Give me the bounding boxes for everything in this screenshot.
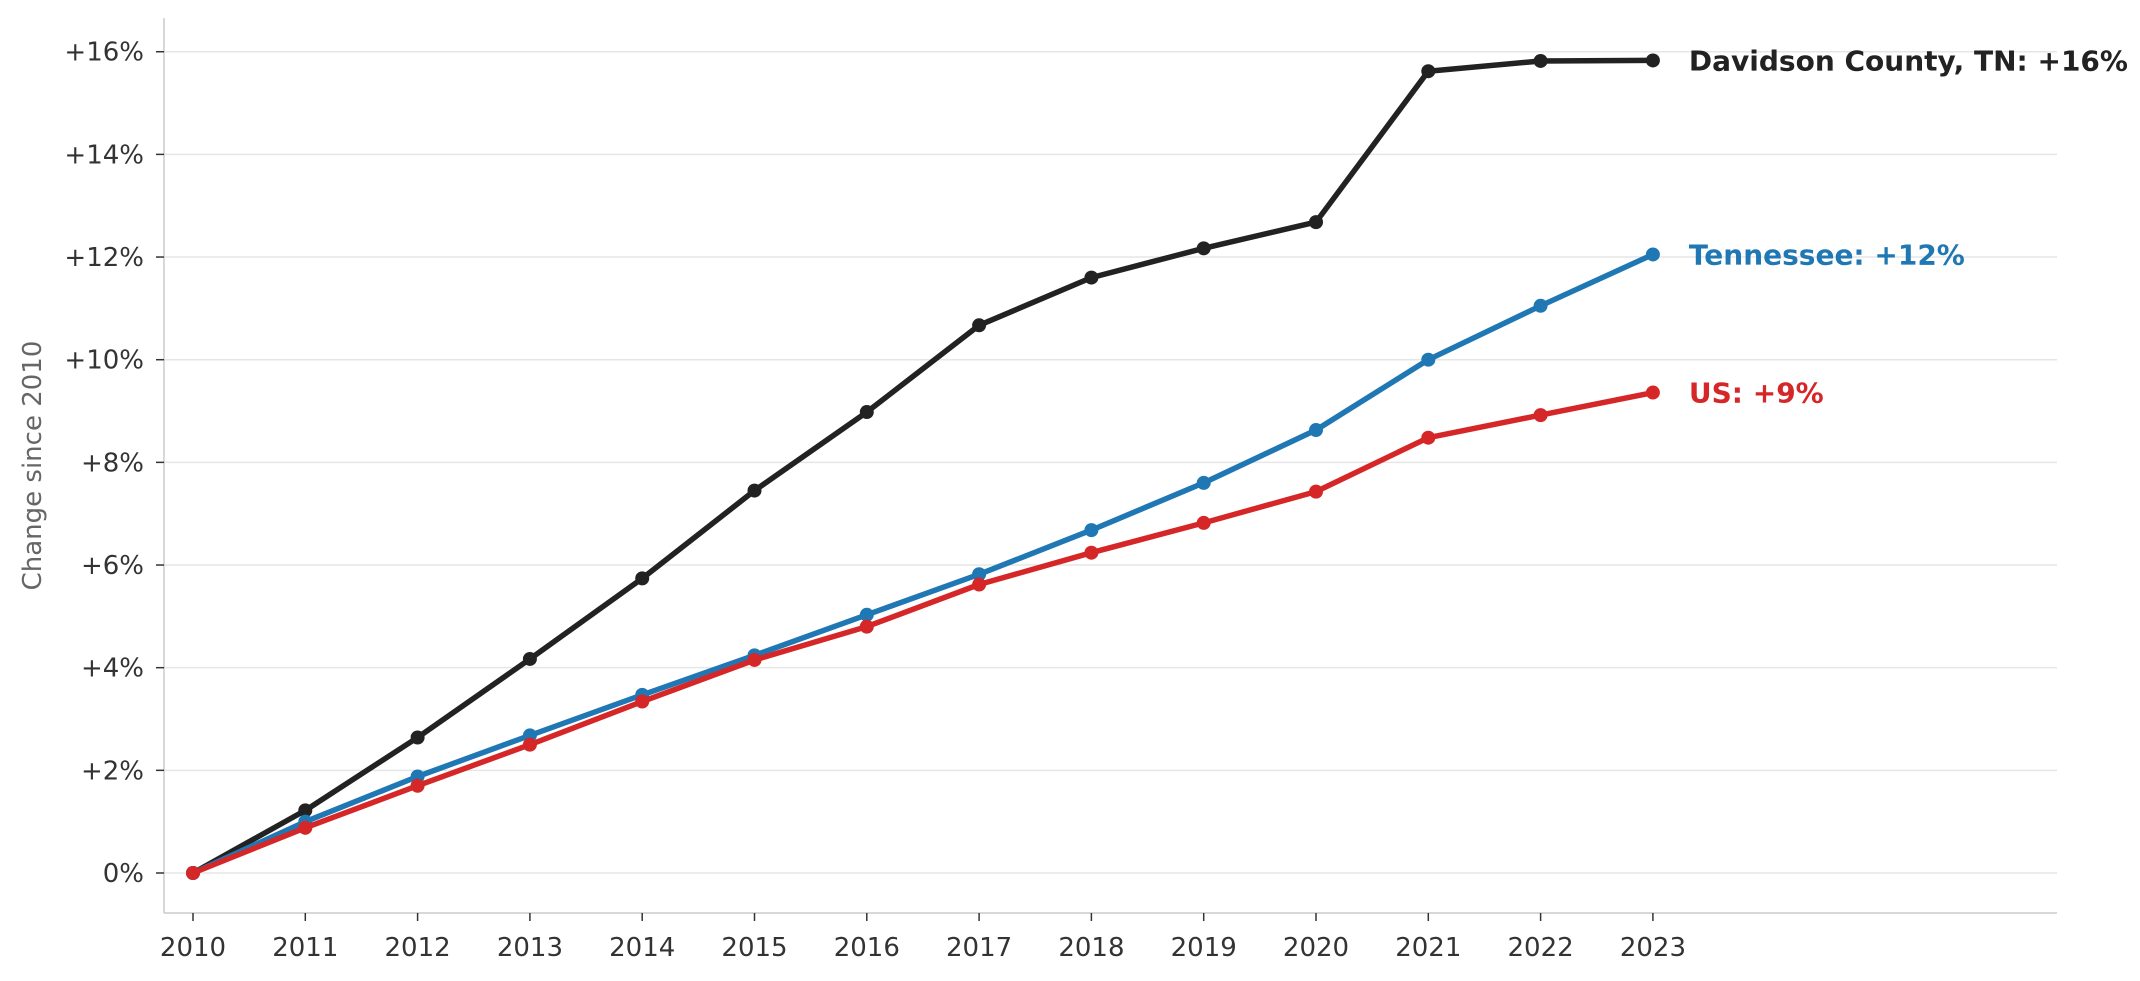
data-point: [972, 318, 987, 333]
data-point: [859, 405, 874, 420]
y-tick-label: +2%: [81, 756, 144, 786]
x-tick-label: 2017: [946, 933, 1012, 963]
data-point: [747, 652, 762, 667]
data-point: [1196, 515, 1211, 530]
data-point: [1196, 475, 1211, 490]
series-line: [190, 251, 1656, 876]
data-point: [410, 730, 425, 745]
y-tick-label: +10%: [64, 346, 144, 376]
data-point: [1421, 352, 1436, 367]
x-tick-label: 2013: [497, 933, 563, 963]
data-point: [1533, 53, 1548, 68]
data-point: [1421, 430, 1436, 445]
y-tick-label: +6%: [81, 551, 144, 581]
data-point: [298, 820, 313, 835]
data-point: [1645, 247, 1660, 262]
data-point: [522, 651, 537, 666]
data-point: [1309, 423, 1323, 438]
data-point: [1645, 385, 1660, 400]
x-tick-label: 2011: [272, 933, 338, 963]
data-point: [635, 571, 650, 586]
data-point: [635, 694, 650, 709]
data-point: [1196, 241, 1211, 256]
y-tick-label: +14%: [64, 140, 144, 170]
series-end-label: Tennessee: +12%: [1689, 238, 1965, 271]
y-tick-label: +4%: [81, 654, 144, 684]
data-point: [859, 607, 874, 622]
x-tick-label: 2018: [1058, 933, 1124, 963]
data-point: [1421, 64, 1436, 79]
data-point: [186, 866, 200, 880]
data-point: [1309, 484, 1323, 499]
y-axis-title: Change since 2010: [18, 341, 48, 591]
x-tick-label: 2014: [609, 933, 675, 963]
data-point: [747, 483, 762, 498]
x-tick-label: 2012: [385, 933, 451, 963]
data-point: [1533, 298, 1548, 313]
data-point: [1309, 215, 1323, 230]
y-tick-label: 0%: [103, 859, 144, 889]
data-point: [522, 737, 537, 752]
series-end-label: US: +9%: [1689, 377, 1824, 410]
series-line: [190, 389, 1656, 876]
y-tick-label: +12%: [64, 243, 144, 273]
series-line: [190, 57, 1656, 876]
y-tick-label: +16%: [64, 38, 144, 68]
data-point: [1645, 53, 1660, 68]
x-tick-label: 2023: [1620, 933, 1686, 963]
data-point: [1533, 408, 1548, 423]
series-end-label: Davidson County, TN: +16%: [1689, 44, 2128, 77]
data-point: [298, 803, 313, 818]
data-point: [859, 619, 874, 634]
data-point: [972, 577, 987, 592]
data-point: [410, 778, 425, 793]
data-point: [1084, 270, 1099, 285]
x-tick-label: 2022: [1508, 933, 1574, 963]
x-tick-label: 2019: [1171, 933, 1237, 963]
data-point: [972, 567, 987, 582]
x-tick-label: 2015: [721, 933, 787, 963]
data-point: [1084, 523, 1099, 538]
x-tick-label: 2020: [1283, 933, 1349, 963]
x-tick-label: 2016: [834, 933, 900, 963]
y-tick-label: +8%: [81, 448, 144, 478]
x-tick-label: 2021: [1395, 933, 1461, 963]
data-point: [1084, 545, 1099, 560]
x-tick-label: 2010: [160, 933, 226, 963]
